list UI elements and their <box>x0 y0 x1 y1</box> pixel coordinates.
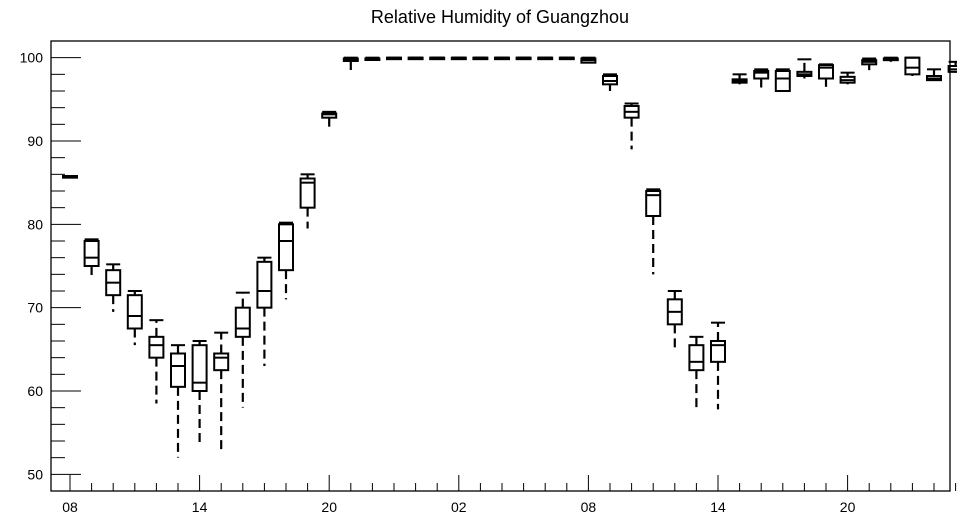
box-plot <box>299 173 316 229</box>
box-iqr <box>710 340 726 363</box>
box-iqr <box>170 352 186 388</box>
box-plot <box>407 56 424 61</box>
x-tick-label: 14 <box>710 499 726 515</box>
box-plot <box>494 56 510 61</box>
box-iqr <box>299 177 316 209</box>
box-plot <box>623 102 640 150</box>
y-tick-label: 50 <box>27 466 43 482</box>
box-iqr <box>645 190 662 217</box>
box-plot <box>839 71 856 85</box>
y-tick-label: 90 <box>27 133 43 149</box>
x-tick-label: 20 <box>321 499 337 515</box>
box-iqr <box>256 260 273 309</box>
box-plot <box>926 68 942 82</box>
box-plot <box>213 331 230 454</box>
box-plot <box>947 60 957 73</box>
box-series <box>62 56 957 458</box>
box-plot <box>278 221 294 300</box>
box-plot <box>126 290 143 346</box>
box-plot <box>515 56 532 61</box>
box-plot <box>450 56 467 61</box>
box-plot <box>364 56 381 61</box>
box-plot <box>170 344 186 458</box>
box-plot <box>342 56 359 73</box>
box-plot <box>558 56 575 61</box>
y-tick-label: 100 <box>20 50 44 66</box>
x-axis: 081420020814200208 <box>62 475 957 515</box>
box-plot <box>796 58 813 79</box>
box-plot <box>386 56 402 61</box>
box-iqr <box>213 352 230 372</box>
box-plot <box>429 56 446 61</box>
box-plot <box>234 291 251 408</box>
chart-title: Relative Humidity of Guangzhou <box>371 7 629 27</box>
box-plot <box>904 56 921 76</box>
x-tick-label: 02 <box>451 499 467 515</box>
box-iqr <box>126 294 143 330</box>
plot-frame <box>50 40 951 492</box>
box-iqr <box>753 70 770 80</box>
box-plot <box>666 290 683 350</box>
box-iqr <box>148 335 165 359</box>
box-plot <box>710 321 726 410</box>
box-iqr <box>83 240 100 267</box>
x-tick-label: 14 <box>192 499 208 515</box>
box-plot <box>688 335 705 408</box>
box-plot <box>753 68 770 91</box>
box-plot <box>105 263 122 312</box>
box-plot <box>882 56 899 62</box>
box-plot <box>191 340 208 446</box>
box-plot <box>580 56 597 64</box>
box-plot <box>731 73 748 85</box>
box-plot <box>62 175 78 179</box>
x-tick-label: 08 <box>581 499 597 515</box>
box-iqr <box>904 56 921 76</box>
y-axis: 50 60 70 80 90 100 <box>20 40 81 492</box>
box-plot <box>472 56 489 61</box>
x-tick-label: 20 <box>840 499 856 515</box>
box-plot <box>321 110 338 129</box>
box-iqr <box>688 344 705 372</box>
box-iqr <box>774 70 791 92</box>
box-plot <box>83 238 100 279</box>
box-iqr <box>191 344 208 392</box>
y-tick-label: 60 <box>27 383 43 399</box>
box-plot <box>256 256 273 366</box>
x-tick-label: 08 <box>62 499 78 515</box>
box-iqr <box>278 223 294 272</box>
y-tick-label: 70 <box>27 300 43 316</box>
box-plot <box>537 56 554 61</box>
y-tick-label: 80 <box>27 216 43 232</box>
box-plot <box>861 57 878 71</box>
box-plot <box>602 73 618 91</box>
box-plot <box>774 68 791 92</box>
box-iqr <box>234 306 251 338</box>
box-plot <box>645 188 662 275</box>
box-plot <box>148 319 165 404</box>
box-plot <box>818 63 834 87</box>
